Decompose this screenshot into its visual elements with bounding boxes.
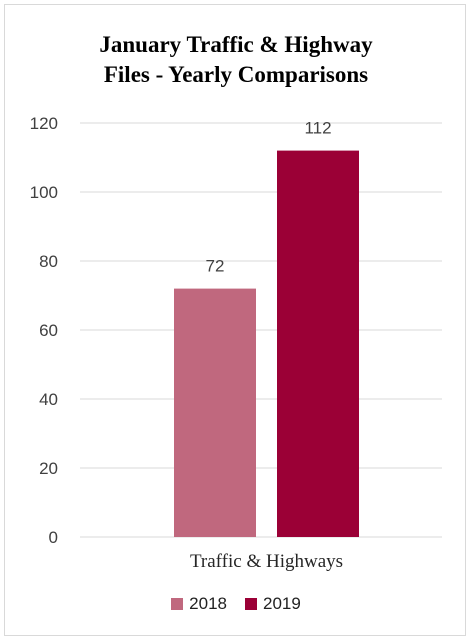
legend-swatch-2018	[171, 598, 184, 610]
legend-label-2019: 2019	[263, 594, 301, 613]
y-tick-label-20: 20	[39, 459, 58, 478]
y-tick-label-60: 60	[39, 321, 58, 340]
legend-item-2019: 2019	[245, 594, 301, 614]
bar-2018	[174, 288, 256, 537]
data-label-2019: 112	[304, 119, 331, 138]
chart-title-line-2: Files - Yearly Comparisons	[103, 62, 369, 87]
y-tick-label-0: 0	[49, 528, 58, 547]
y-tick-label-80: 80	[39, 252, 58, 271]
bar-2019	[277, 150, 359, 537]
chart-legend: 2018 2019	[0, 594, 472, 614]
y-tick-label-100: 100	[30, 183, 58, 202]
y-tick-label-40: 40	[39, 390, 58, 409]
legend-label-2018: 2018	[189, 594, 227, 613]
y-tick-label-120: 120	[30, 114, 58, 133]
chart-title: January Traffic & Highway Files - Yearly…	[0, 30, 472, 90]
data-label-2018: 72	[206, 257, 225, 276]
legend-swatch-2019	[245, 598, 257, 610]
x-category-label: Traffic & Highways	[190, 551, 343, 572]
legend-item-2018: 2018	[171, 594, 227, 614]
chart-title-line-1: January Traffic & Highway	[99, 32, 373, 57]
